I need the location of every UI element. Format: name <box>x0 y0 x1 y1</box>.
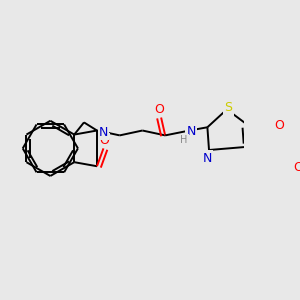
Text: N: N <box>203 152 212 165</box>
Text: O: O <box>293 160 300 173</box>
Text: O: O <box>99 134 109 147</box>
Text: N: N <box>99 126 108 139</box>
Text: H: H <box>180 135 188 145</box>
Text: O: O <box>154 103 164 116</box>
Text: N: N <box>187 125 196 138</box>
Text: S: S <box>224 101 232 114</box>
Text: O: O <box>275 119 285 132</box>
